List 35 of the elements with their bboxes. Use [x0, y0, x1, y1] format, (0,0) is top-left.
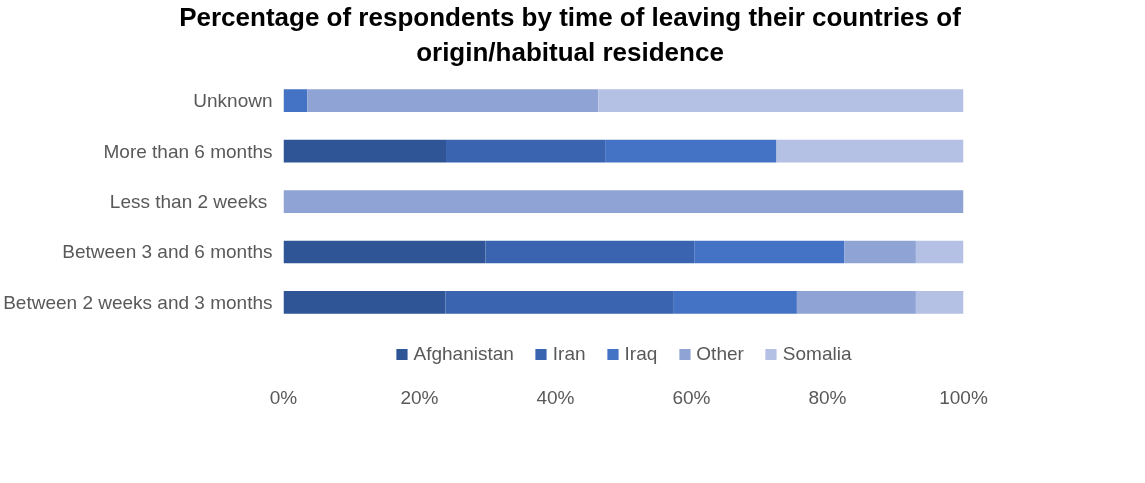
- bar: [694, 240, 845, 264]
- x-tick-label: 40%: [536, 386, 575, 408]
- bar: [796, 291, 916, 314]
- bar: [283, 139, 447, 163]
- legend-label: Iran: [552, 343, 586, 366]
- bar: [598, 89, 964, 113]
- y-tick-label: Between 3 and 6 months: [62, 241, 273, 263]
- bar: [283, 291, 446, 314]
- legend-label: Afghanistan: [413, 343, 514, 366]
- y-tick-label: Less than 2 weeks: [109, 191, 268, 213]
- bar: [605, 139, 777, 163]
- legend-label: Somalia: [782, 343, 852, 366]
- bar: [445, 291, 674, 314]
- bar: [915, 240, 964, 264]
- y-tick-label: Unknown: [193, 90, 273, 112]
- x-tick-label: 100%: [939, 386, 988, 408]
- x-tick-label: 0%: [269, 386, 298, 408]
- legend-label: Iraq: [624, 343, 658, 366]
- bar: [283, 240, 486, 264]
- y-tick-label: Between 2 weeks and 3 months: [3, 292, 273, 314]
- x-tick-label: 20%: [400, 386, 439, 408]
- bar: [446, 139, 606, 163]
- legend-label: Other: [696, 343, 744, 366]
- bar: [485, 240, 695, 264]
- y-tick-label: More than 6 months: [103, 140, 273, 162]
- bar: [915, 291, 964, 314]
- bar: [283, 89, 308, 113]
- bar: [673, 291, 797, 314]
- bar: [776, 139, 964, 163]
- bar: [307, 89, 599, 113]
- bar: [844, 240, 916, 264]
- x-tick-label: 80%: [808, 386, 847, 408]
- x-tick-label: 60%: [672, 386, 711, 408]
- bar: [283, 190, 964, 214]
- chart-title: Percentage of respondents by time of leaving their countries of origin/habitual residence: [178, 1, 962, 70]
